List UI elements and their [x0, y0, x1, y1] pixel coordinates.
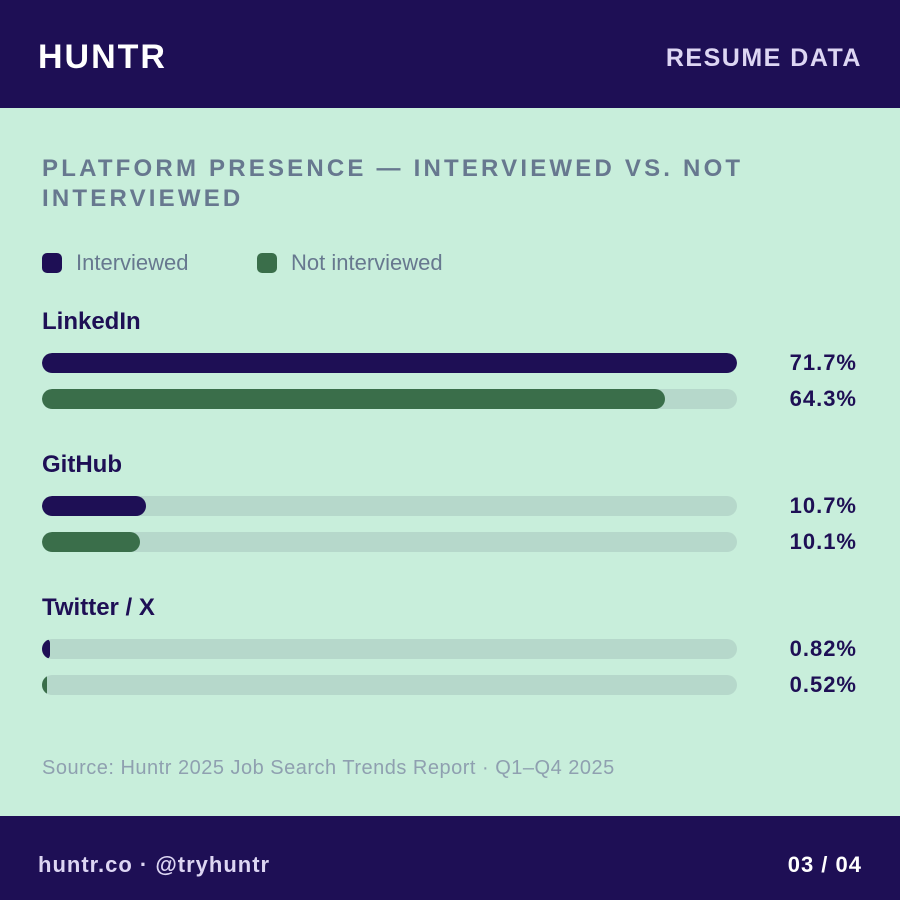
value-label: 64.3% [789, 386, 857, 411]
chart-title: PLATFORM PRESENCE — INTERVIEWED VS. NOT … [42, 155, 744, 212]
bar [42, 496, 146, 516]
legend-swatch [257, 253, 277, 273]
bar [42, 353, 737, 373]
value-label: 10.1% [789, 529, 857, 554]
category-label: GitHub [42, 451, 122, 478]
header: HUNTR RESUME DATA [0, 0, 900, 108]
bar-track [42, 675, 737, 695]
category-label: LinkedIn [42, 308, 141, 335]
legend-label: Not interviewed [291, 250, 443, 275]
category-label: Twitter / X [42, 594, 155, 621]
bar [42, 639, 50, 659]
value-label: 0.82% [789, 636, 857, 661]
legend-swatch [42, 253, 62, 273]
bar [42, 532, 140, 552]
source: Source: Huntr 2025 Job Search Trends Rep… [42, 757, 615, 779]
bar [42, 389, 666, 409]
handle: huntr.co · @tryhuntr [38, 852, 271, 877]
page-number: 03 / 04 [787, 852, 862, 877]
bar [42, 675, 48, 695]
bar-track [42, 389, 737, 409]
legend-item: Not interviewed [257, 250, 443, 276]
brand: HUNTR [38, 38, 167, 76]
bar-track [42, 496, 737, 516]
bar-track [42, 639, 737, 659]
value-label: 10.7% [789, 493, 857, 518]
value-label: 0.52% [789, 672, 857, 697]
legend-label: Interviewed [76, 250, 189, 275]
section-label: RESUME DATA [665, 44, 862, 72]
footer: huntr.co · @tryhuntr 03 / 04 [0, 816, 900, 900]
bar-track [42, 353, 737, 373]
legend-item: Interviewed [42, 250, 189, 276]
value-label: 71.7% [789, 350, 857, 375]
bar-track [42, 532, 737, 552]
